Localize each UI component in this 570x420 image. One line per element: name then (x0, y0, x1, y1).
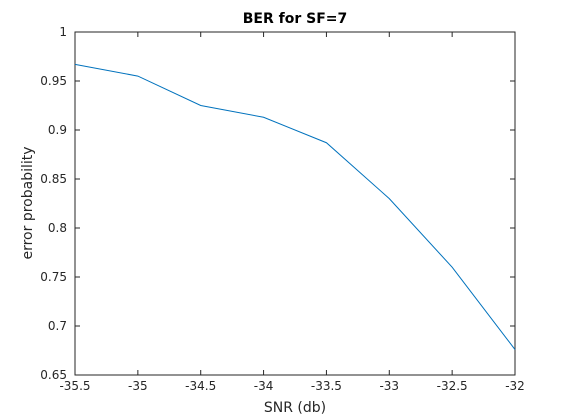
y-tick-label: 1 (59, 25, 67, 39)
y-tick-label: 0.7 (48, 319, 67, 333)
y-tick-label: 0.65 (40, 368, 67, 382)
x-tick-label: -32.5 (437, 379, 468, 393)
tick-labels: -35.5 -35 -34.5 -34 -33.5 -33 -32.5 -32 0.65 0.7 0… (40, 25, 525, 393)
x-axis-label: SNR (db) (264, 400, 326, 416)
axis-ticks (74, 31, 516, 376)
x-tick-label: -34 (254, 379, 274, 393)
x-tick-label: -35 (128, 379, 148, 393)
y-tick-label: 0.95 (40, 74, 67, 88)
x-tick-label: -35.5 (59, 379, 90, 393)
x-tick-label: -33 (379, 379, 399, 393)
series-line (74, 63, 516, 350)
y-tick-label: 0.9 (48, 123, 67, 137)
y-tick-label: 0.85 (40, 172, 67, 186)
series-layer (74, 63, 516, 350)
y-tick-label: 0.75 (40, 270, 67, 284)
x-tick-label: -32 (505, 379, 525, 393)
chart-title: BER for SF=7 (243, 11, 348, 27)
x-tick-label: -34.5 (185, 379, 216, 393)
y-axis-label: error probability (20, 146, 36, 259)
plot-area (74, 31, 516, 376)
y-tick-label: 0.8 (48, 221, 67, 235)
x-tick-label: -33.5 (311, 379, 342, 393)
